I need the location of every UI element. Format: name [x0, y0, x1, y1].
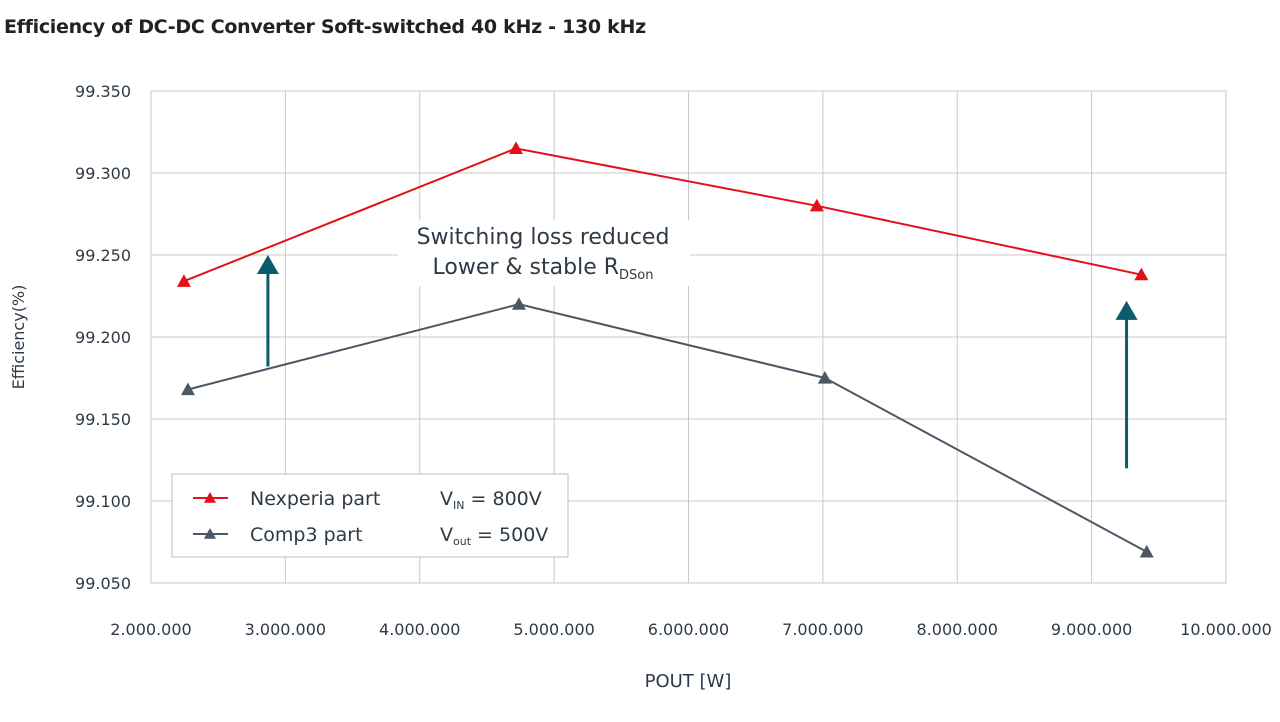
condition-subscript: IN: [453, 499, 464, 512]
series-line-nexperia: [183, 147, 1142, 283]
data-point-marker: [817, 371, 832, 384]
x-tick-label: 7.000.000: [782, 620, 863, 639]
x-tick-label: 6.000.000: [648, 620, 729, 639]
x-tick-label: 5.000.000: [513, 620, 594, 639]
legend-label: Nexperia part: [250, 488, 380, 510]
condition-value: = 500V: [471, 524, 548, 546]
plot-area-border: [150, 90, 1227, 584]
legend-marker: [204, 528, 216, 539]
data-point-marker: [511, 297, 526, 310]
x-tick-label: 10.000.000: [1180, 620, 1272, 639]
y-tick-label: 99.050: [75, 574, 131, 593]
data-point-marker: [180, 382, 195, 396]
data-point-marker: [1139, 544, 1154, 558]
legend-condition: VIN = 800V: [440, 488, 542, 512]
annotation-line-1: Switching loss reduced: [417, 225, 670, 250]
x-tick-label: 2.000.000: [110, 620, 191, 639]
annotation-background: [398, 220, 690, 286]
condition-value: = 800V: [464, 488, 541, 510]
improvement-arrow-head: [1115, 300, 1138, 320]
legend-condition: Vout = 500V: [440, 524, 548, 548]
legend-marker: [204, 492, 216, 503]
annotation-text: Lower & stable R: [433, 255, 620, 280]
improvement-arrow-head: [256, 255, 279, 274]
y-tick-label: 99.250: [75, 246, 131, 265]
chart-title: Efficiency of DC-DC Converter Soft-switc…: [4, 16, 646, 38]
condition-symbol: V: [440, 524, 453, 546]
y-tick-label: 99.350: [75, 82, 131, 101]
x-axis-label: POUT [W]: [645, 671, 732, 692]
y-tick-label: 99.200: [75, 328, 131, 347]
y-tick-label: 99.100: [75, 492, 131, 511]
x-tick-label: 3.000.000: [245, 620, 326, 639]
y-tick-label: 99.150: [75, 410, 131, 429]
condition-symbol: V: [440, 488, 453, 510]
x-tick-label: 8.000.000: [917, 620, 998, 639]
y-axis-label: Efficiency(%): [9, 285, 28, 390]
x-tick-label: 9.000.000: [1051, 620, 1132, 639]
annotation-subscript: DSon: [619, 268, 653, 283]
legend-label: Comp3 part: [250, 524, 363, 546]
x-tick-label: 4.000.000: [379, 620, 460, 639]
legend-box: [171, 473, 569, 558]
series-line-comp3: [187, 303, 1148, 553]
condition-subscript: out: [453, 535, 472, 548]
data-point-marker: [176, 274, 191, 287]
data-point-marker: [1134, 267, 1149, 281]
data-point-marker: [809, 198, 824, 212]
y-tick-label: 99.300: [75, 164, 131, 183]
annotation-line-2: Lower & stable RDSon: [433, 255, 654, 283]
data-point-marker: [508, 141, 523, 154]
